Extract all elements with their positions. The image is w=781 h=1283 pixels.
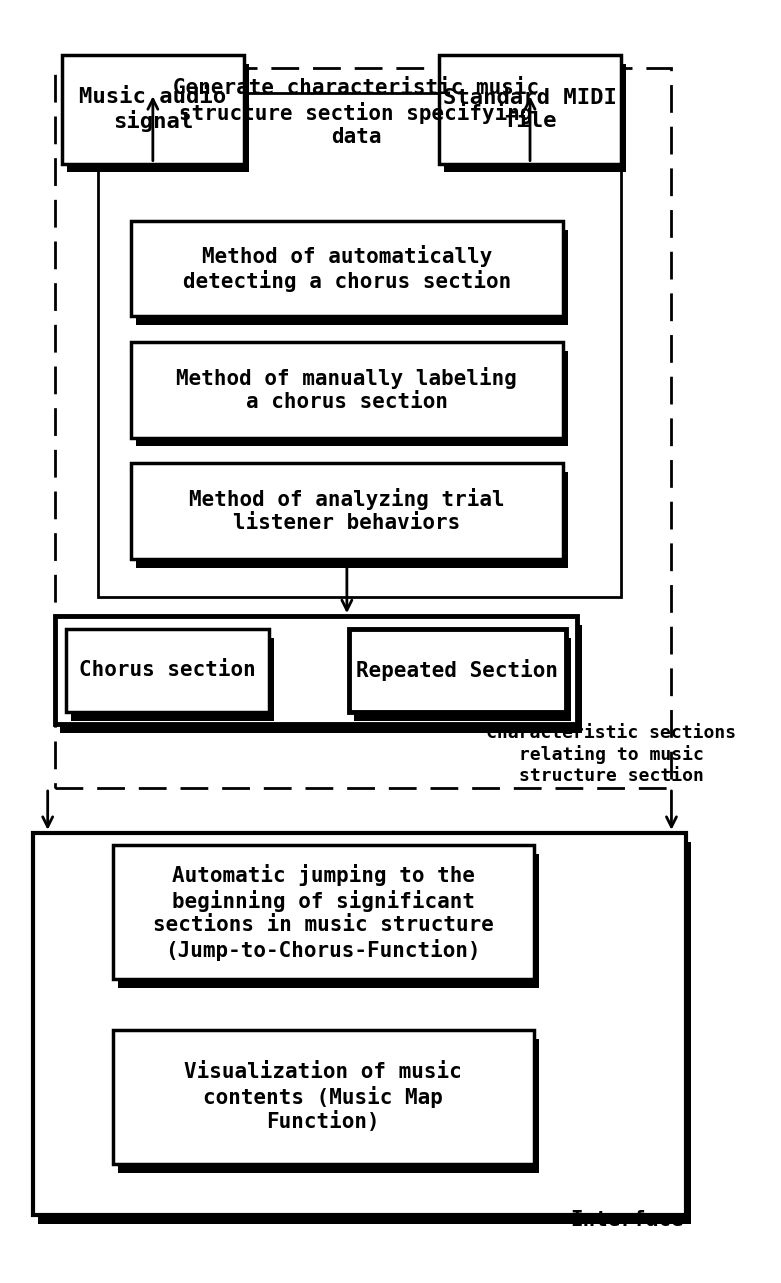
Bar (440, 55, 621, 163)
Text: Method of analyzing trial
listener behaviors: Method of analyzing trial listener behav… (189, 489, 505, 534)
Bar (444, 64, 626, 172)
Bar (118, 854, 539, 988)
Bar (136, 230, 568, 326)
Bar (98, 94, 621, 597)
Bar (136, 472, 568, 567)
Bar (131, 343, 562, 438)
Text: Characteristic sections
relating to music
structure section: Characteristic sections relating to musi… (487, 725, 736, 785)
Bar (38, 842, 691, 1224)
Text: Music audio
signal: Music audio signal (80, 86, 226, 132)
Bar (62, 55, 244, 163)
Bar (113, 1030, 533, 1164)
Text: Interface: Interface (570, 1210, 683, 1230)
Text: Visualization of music
contents (Music Map
Function): Visualization of music contents (Music M… (184, 1062, 462, 1132)
Text: Standard MIDI
file: Standard MIDI file (443, 87, 617, 131)
Bar (33, 833, 686, 1215)
Text: Automatic jumping to the
beginning of significant
sections in music structure
(J: Automatic jumping to the beginning of si… (153, 865, 494, 961)
Bar (55, 616, 577, 725)
Text: Repeated Section: Repeated Section (356, 659, 558, 681)
Text: Generate characteristic music
structure section specifying
data: Generate characteristic music structure … (173, 78, 539, 148)
Text: Method of automatically
detecting a chorus section: Method of automatically detecting a chor… (183, 245, 511, 293)
Bar (131, 221, 562, 317)
Bar (348, 629, 566, 712)
Bar (136, 350, 568, 446)
Bar (60, 625, 583, 734)
Bar (66, 629, 269, 712)
Text: Chorus section: Chorus section (79, 661, 255, 680)
Bar (71, 638, 274, 721)
Bar (354, 638, 572, 721)
Bar (55, 68, 672, 788)
Bar (67, 64, 248, 172)
Bar (118, 1039, 539, 1173)
Bar (131, 463, 562, 558)
Bar (113, 845, 533, 979)
Text: Method of manually labeling
a chorus section: Method of manually labeling a chorus sec… (177, 367, 517, 412)
